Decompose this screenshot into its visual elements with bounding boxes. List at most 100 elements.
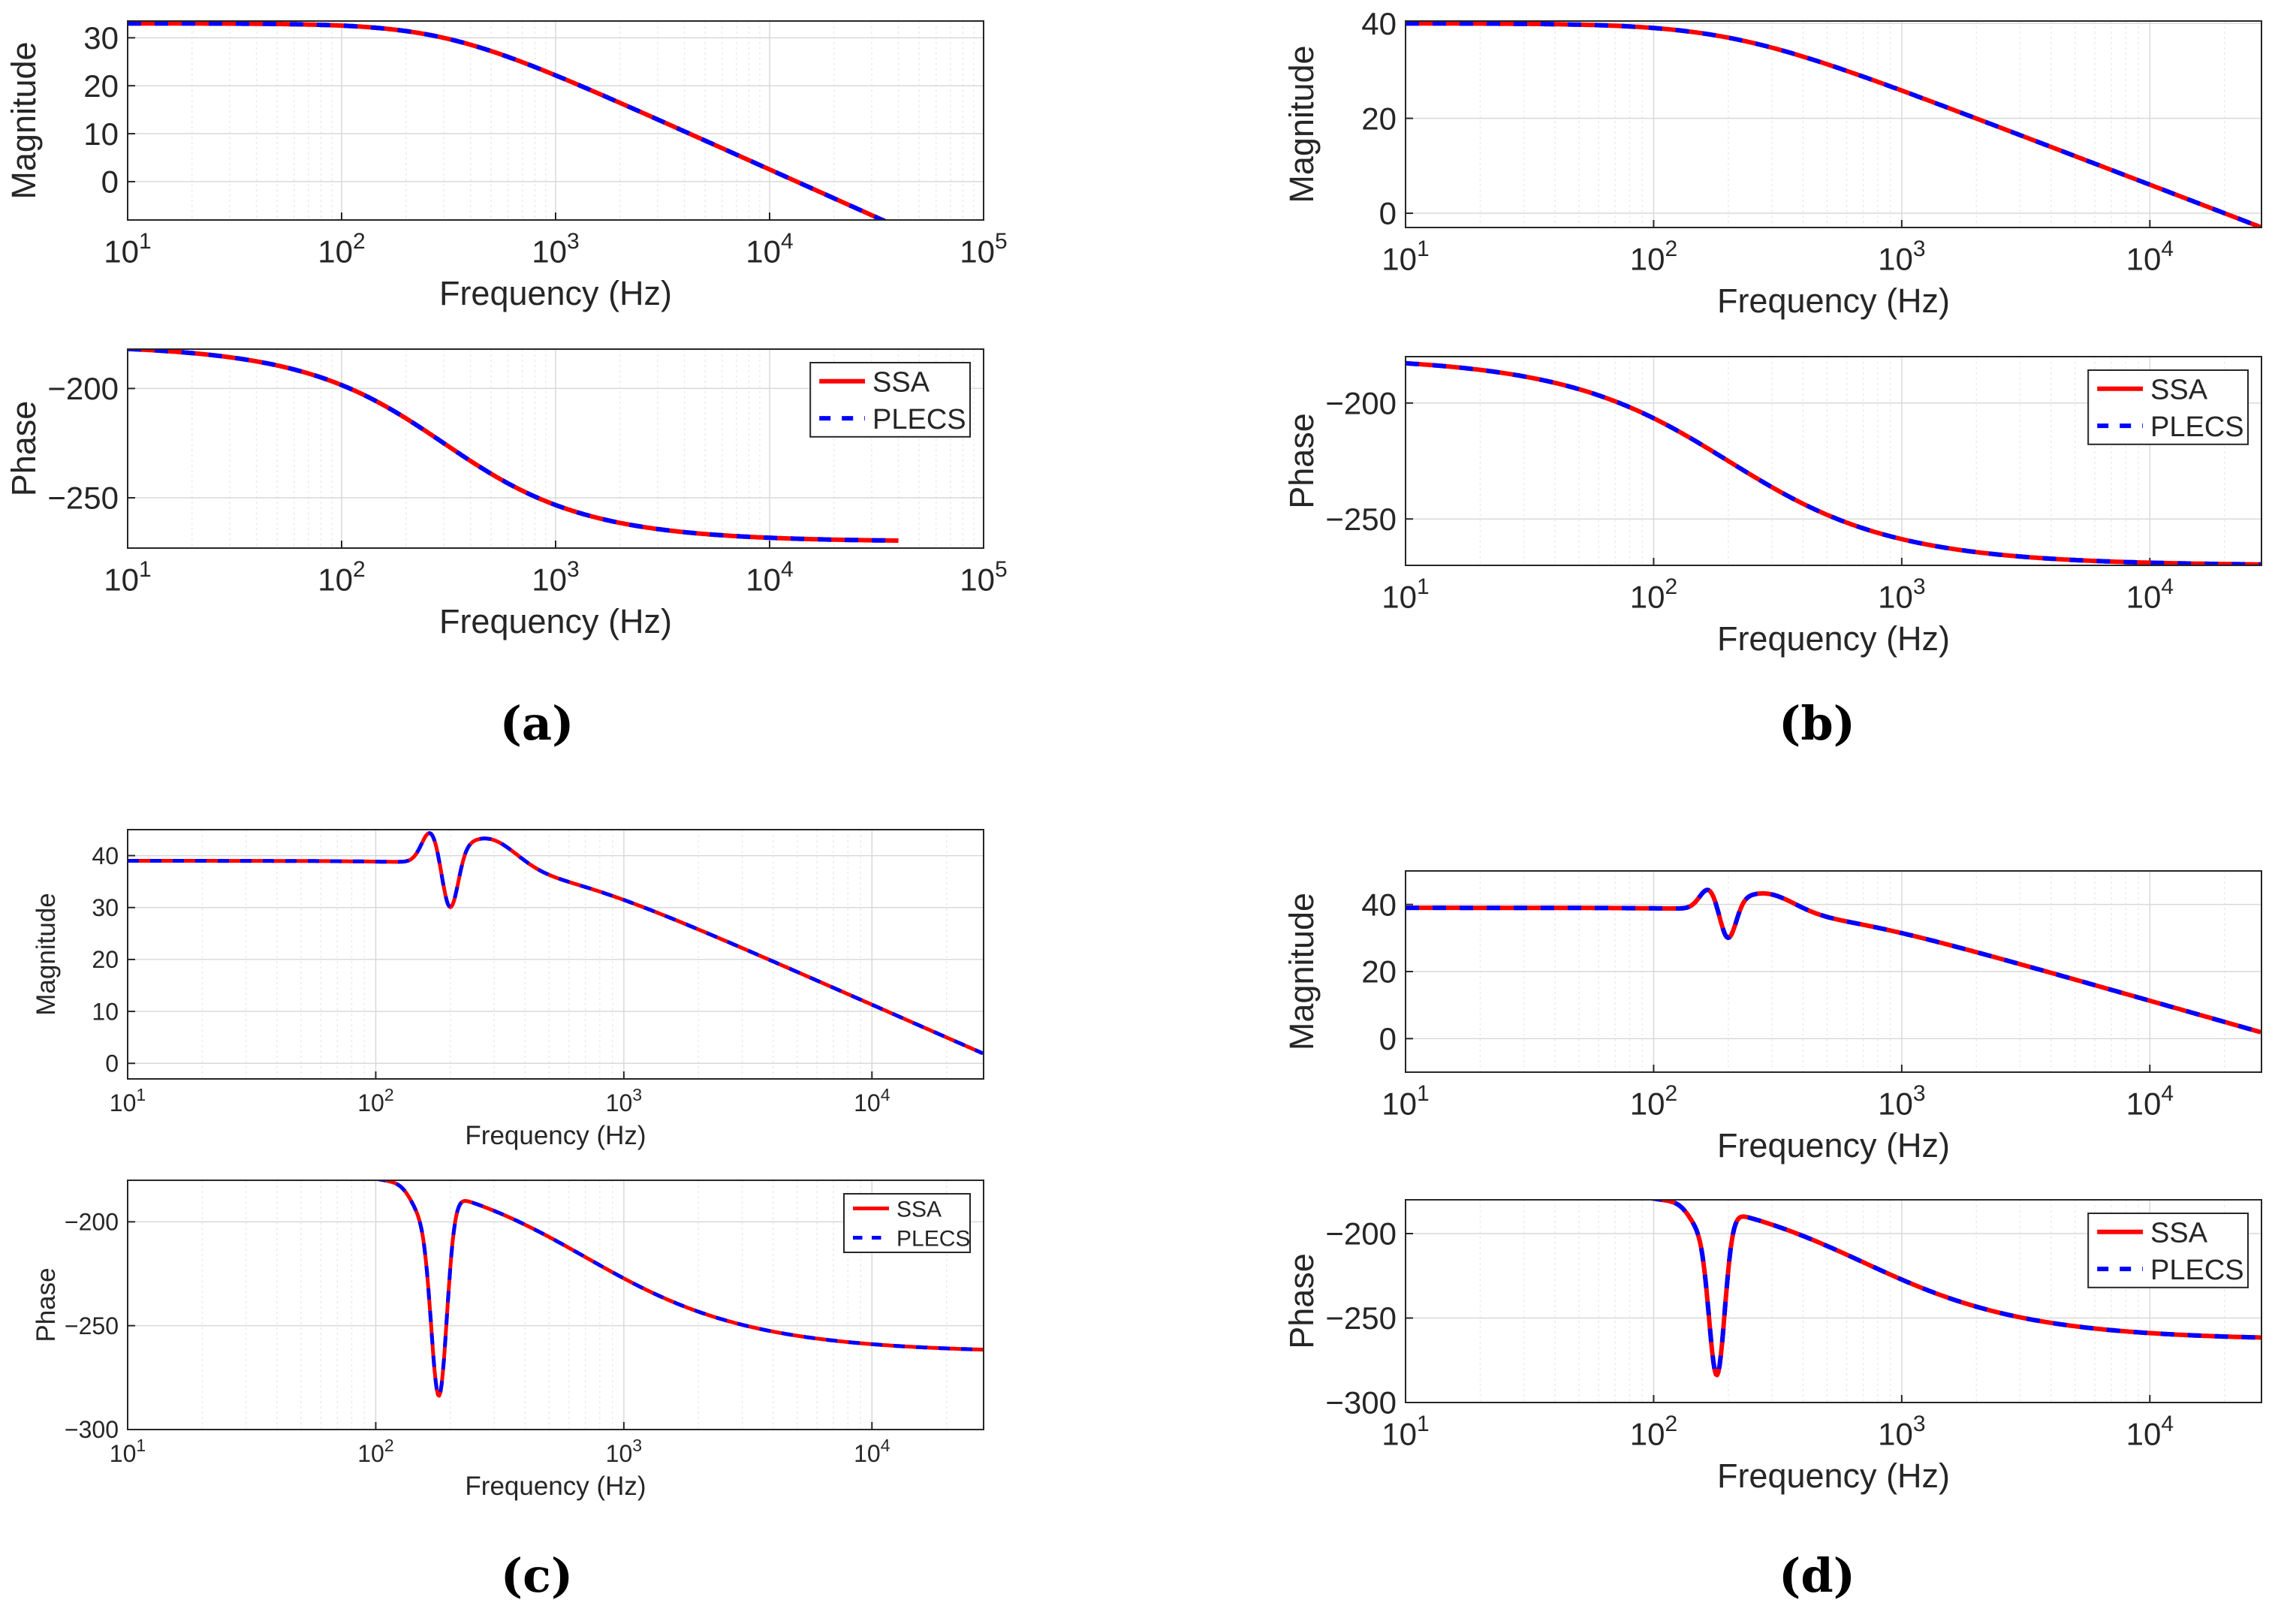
x-tick-label: 104 [746,229,793,270]
x-tick-exponent: 1 [1417,1081,1430,1106]
x-tick-exponent: 2 [353,229,366,254]
x-axis-label: Frequency (Hz) [1717,1126,1950,1165]
x-tick-label: 101 [104,229,151,270]
x-tick-exponent: 2 [384,1436,394,1455]
axes-frame [1405,870,2262,1073]
caption-a: (a) [500,696,574,751]
x-tick-exponent: 2 [353,557,366,582]
y-axis-label: Phase [1282,413,1321,509]
axes-frame [1405,356,2262,566]
x-tick-exponent: 1 [1417,1412,1430,1436]
x-tick-base: 10 [357,1440,384,1467]
y-tick-label: 40 [1361,6,1397,41]
x-tick-label: 103 [1878,237,1925,277]
x-tick-exponent: 3 [1913,237,1926,261]
x-tick-label: 102 [1630,237,1677,277]
x-tick-exponent: 4 [881,1085,890,1104]
x-tick-base: 10 [1382,580,1417,615]
x-tick-exponent: 4 [2161,237,2174,261]
y-tick-label: 20 [83,68,119,104]
x-tick-exponent: 3 [567,229,580,254]
plot-area [1406,21,2261,227]
series-plecs-line [1644,1200,2261,1378]
x-tick-exponent: 1 [139,229,152,254]
x-tick-base: 10 [318,562,353,598]
x-tick-label: 103 [1878,574,1925,615]
caption-d: (d) [1779,1548,1855,1603]
x-tick-base: 10 [854,1089,881,1116]
x-tick-base: 10 [2126,1417,2162,1452]
x-tick-label: 102 [357,1436,393,1467]
x-tick-label: 101 [1382,1081,1429,1122]
x-tick-label: 102 [318,229,365,270]
y-tick-label: 40 [92,842,119,869]
x-axis-label: Frequency (Hz) [1717,1457,1950,1495]
x-tick-label: 103 [532,229,579,270]
x-tick-label: 102 [357,1085,393,1116]
y-tick-label: −250 [1325,1300,1397,1336]
y-tick-label: 40 [1361,887,1397,922]
axes-frame [127,1180,984,1430]
x-tick-base: 10 [104,234,139,270]
legend-box [809,362,971,438]
legend-box [2087,1213,2249,1288]
y-axis-label: Phase [32,1267,61,1342]
y-tick-label: 20 [92,946,119,973]
y-tick-label: 0 [105,1050,119,1077]
y-tick-label: −250 [47,481,119,516]
x-tick-base: 10 [532,234,567,270]
x-tick-label: 103 [1878,1412,1925,1452]
x-tick-label: 103 [606,1085,642,1116]
x-tick-label: 101 [110,1436,146,1467]
x-tick-exponent: 4 [2161,1412,2174,1436]
y-axis-label: Magnitude [1282,893,1321,1050]
x-tick-base: 10 [318,234,353,270]
x-tick-label: 104 [854,1085,890,1116]
x-tick-exponent: 2 [1665,237,1677,261]
x-tick-base: 10 [606,1440,633,1467]
x-tick-label: 104 [2126,237,2174,277]
x-tick-base: 10 [110,1089,137,1116]
x-tick-exponent: 4 [781,557,794,582]
x-tick-base: 10 [854,1440,881,1467]
x-tick-exponent: 3 [1913,1081,1926,1106]
series-plecs-line [1406,21,2261,227]
y-tick-label: −250 [1325,502,1397,537]
x-tick-base: 10 [1878,580,1913,615]
y-tick-label: 10 [92,998,119,1025]
series-plecs-line [1406,887,2261,1035]
legend-ssa-label: SSA [896,1197,942,1222]
y-tick-label: 0 [101,164,119,200]
x-tick-base: 10 [2126,580,2162,615]
x-tick-exponent: 1 [1417,574,1430,599]
x-tick-exponent: 4 [881,1436,890,1455]
x-tick-label: 102 [1630,1412,1677,1452]
axes-frame [127,829,984,1080]
y-tick-label: −250 [65,1312,119,1339]
y-axis-label: Phase [1282,1253,1321,1349]
x-axis-label: Frequency (Hz) [439,274,672,312]
x-tick-base: 10 [960,562,995,598]
x-tick-base: 10 [357,1089,384,1116]
x-tick-base: 10 [606,1089,633,1116]
axes-frame [1405,20,2262,228]
x-tick-label: 101 [1382,1412,1429,1452]
x-tick-label: 104 [746,557,793,598]
legend-box [843,1193,971,1253]
x-axis-label: Frequency (Hz) [1717,282,1950,320]
x-tick-base: 10 [1878,1417,1913,1452]
x-tick-exponent: 3 [1913,574,1926,599]
x-tick-exponent: 2 [384,1085,394,1104]
x-tick-label: 104 [2126,1412,2174,1452]
x-tick-base: 10 [1382,1417,1417,1452]
y-tick-label: 30 [83,20,119,56]
y-tick-label: 10 [83,116,119,152]
series-plecs-line [128,21,888,220]
caption-b: (b) [1779,696,1855,751]
x-tick-exponent: 4 [2161,1081,2174,1106]
